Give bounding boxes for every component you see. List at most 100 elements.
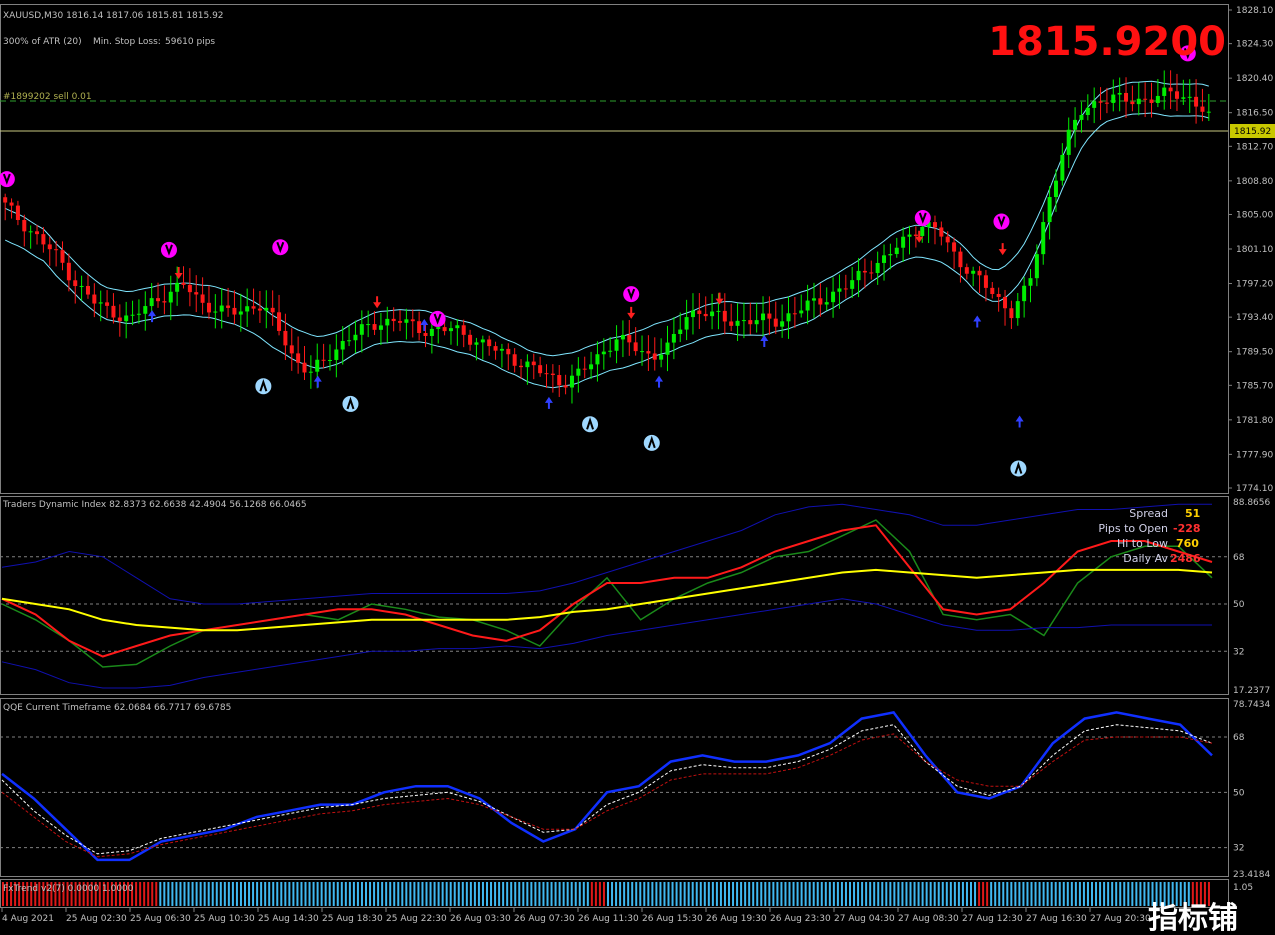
stat-pips-value: -228 — [1173, 522, 1201, 535]
tdi-panel[interactable]: 88.8656 68 50 32 17.2377 Traders Dynamic Ind… — [0, 498, 1270, 696]
candle-bear — [550, 373, 555, 376]
fxtrend-bar — [933, 882, 936, 906]
fxtrend-bar — [369, 882, 372, 906]
fxtrend-bar — [897, 882, 900, 906]
fxtrend-bar — [861, 882, 864, 906]
fxtrend-bar — [207, 882, 210, 906]
candle-bull — [1085, 107, 1090, 115]
y-tick-label: 1808.80 — [1236, 177, 1273, 187]
tdi-y-tick-label: 17.2377 — [1233, 686, 1270, 696]
fxtrend-panel[interactable]: FxTrend v2(7) 0.0000 1.0000 1.05 — [2, 882, 1253, 906]
fxtrend-bar — [340, 882, 343, 906]
candle-bear — [1174, 91, 1179, 99]
candle-bear — [932, 222, 937, 228]
fxtrend-bar — [135, 882, 138, 906]
fxtrend-bar — [58, 882, 61, 906]
fxtrend-bar — [203, 882, 206, 906]
main-price-panel[interactable]: 1828.10 1824.30 1820.40 1816.50 1812.70 1808.… — [0, 6, 1275, 494]
candle-bull — [436, 327, 441, 329]
fxtrend-bar — [215, 882, 218, 906]
fxtrend-bar — [607, 882, 609, 906]
fxtrend-bar — [1163, 882, 1166, 906]
fxtrend-bar — [102, 882, 105, 906]
candle-bear — [519, 365, 524, 368]
candle-bull — [761, 313, 766, 321]
fxtrend-bar — [651, 882, 654, 906]
candle-bear — [652, 353, 657, 360]
fxtrend-bar — [566, 882, 569, 906]
fxtrend-bar — [921, 882, 924, 906]
fxtrend-bar — [623, 882, 626, 906]
time-tick-label: 26 Aug 23:30 — [770, 914, 831, 924]
candle-bull — [716, 310, 721, 312]
candle-bear — [410, 319, 415, 322]
candle-bear — [468, 334, 473, 345]
tdi-y-tick-label: 68 — [1233, 553, 1245, 563]
candle-bear — [977, 270, 982, 276]
fxtrend-bar — [401, 882, 404, 906]
fxtrend-bar — [582, 882, 585, 906]
fxtrend-bar — [679, 882, 682, 906]
fxtrend-bar — [961, 882, 964, 906]
fxtrend-bar — [881, 882, 884, 906]
fxtrend-bar — [889, 882, 892, 906]
y-tick-label: 1816.50 — [1236, 109, 1273, 119]
fxtrend-bar — [284, 882, 287, 906]
signal-circle-glyph — [2, 173, 11, 185]
stop-loss-label: Min. Stop Loss: — [93, 37, 161, 47]
signal-up-arrow — [544, 396, 553, 409]
candle-bear — [633, 342, 638, 352]
fxtrend-bar — [728, 882, 730, 906]
fxtrend-bar — [445, 882, 448, 906]
signal-up-circle — [255, 378, 272, 395]
fxtrend-bar — [1139, 882, 1142, 906]
main-y-axis: 1828.10 1824.30 1820.40 1816.50 1812.70 1808.… — [1228, 6, 1273, 494]
candle-bull — [1111, 94, 1116, 103]
fxtrend-bar — [1171, 882, 1174, 906]
candle-bear — [41, 234, 46, 245]
fxtrend-bar — [619, 882, 622, 906]
stat-hilo-label: Hi to Low — [1117, 537, 1168, 550]
candle-bear — [85, 285, 90, 295]
fxtrend-bar — [498, 882, 501, 906]
candle-bear — [232, 307, 237, 315]
candle-bull — [79, 285, 84, 287]
candle-bull — [1136, 98, 1141, 105]
candle-bear — [703, 313, 708, 317]
qqe-panel[interactable]: 78.7434 68 50 32 23.4184 QQE Current Timefra… — [0, 700, 1270, 880]
fxtrend-bar — [990, 882, 993, 906]
candle-bear — [321, 359, 326, 361]
stop-loss-value: 59610 pips — [165, 37, 215, 47]
fxtrend-bar — [816, 882, 819, 906]
time-tick-label: 27 Aug 16:30 — [1026, 914, 1087, 924]
candle-bull — [824, 302, 829, 305]
fxtrend-bar — [655, 882, 658, 906]
candle-bull — [175, 282, 180, 292]
candle-bear — [958, 251, 963, 268]
candle-bull — [480, 339, 485, 343]
signal-circle — [429, 310, 446, 327]
watermark: 指标铺 — [1148, 901, 1238, 935]
candle-bear — [9, 202, 14, 206]
fxtrend-bar — [191, 882, 194, 906]
order-label[interactable]: #1899202 sell 0.01 — [3, 92, 92, 102]
fxtrend-bar — [1070, 882, 1073, 906]
candle-bear — [372, 324, 377, 330]
signal-circle-glyph — [627, 288, 636, 300]
signal-arrows — [0, 45, 1196, 477]
fxtrend-bar — [143, 882, 146, 906]
fxtrend-bar — [62, 882, 65, 906]
fxtrend-bar — [78, 882, 81, 906]
tdi-y-tick-label: 88.8656 — [1233, 498, 1270, 508]
fxtrend-bar — [393, 882, 396, 906]
fxtrend-bar — [106, 882, 109, 906]
candle-bear — [162, 301, 167, 303]
fxtrend-bar — [998, 882, 1001, 906]
fxtrend-bar — [409, 882, 412, 906]
fxtrend-bar — [300, 882, 303, 906]
candle-bear — [156, 298, 161, 302]
fxtrend-bar — [1082, 882, 1085, 906]
fxtrend-bar — [1107, 882, 1110, 906]
fxtrend-bar — [296, 882, 299, 906]
fxtrend-bar — [627, 882, 630, 906]
